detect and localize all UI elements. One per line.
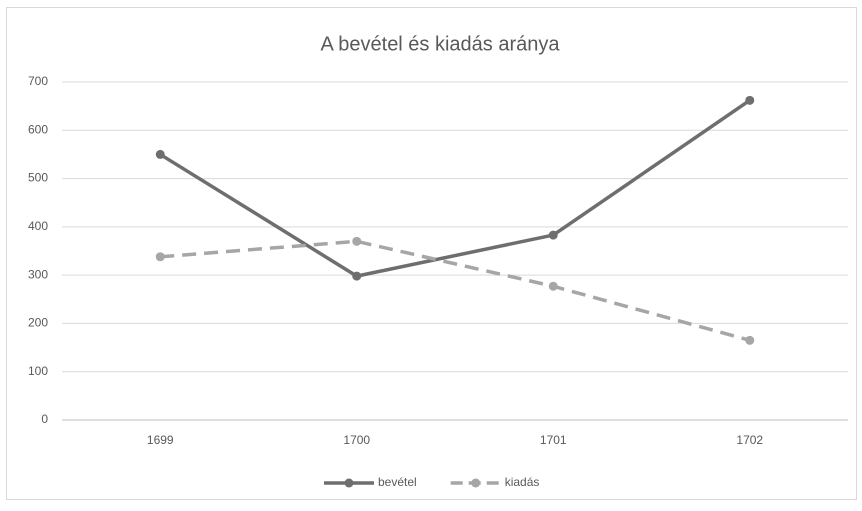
y-tick-label: 400 [28,219,48,233]
x-tick-label: 1702 [736,433,763,447]
point [155,252,165,262]
point [352,236,362,246]
y-tick-label: 100 [28,364,48,378]
legend-label: kiadás [505,475,540,489]
y-tick-label: 300 [28,267,48,281]
series-line [159,98,751,278]
y-tick-label: 200 [28,316,48,330]
point [548,230,558,240]
point [548,281,558,291]
y-tick-label: 500 [28,171,48,185]
legend-marker [471,478,481,488]
y-tick-label: 0 [41,412,48,426]
series-line [160,239,751,343]
point [352,271,362,281]
point [155,149,165,159]
y-tick-label: 600 [28,122,48,136]
point [745,95,755,105]
legend-marker [344,478,354,488]
legend-label: bevétel [378,475,417,489]
y-tick-label: 700 [28,74,48,88]
x-tick-label: 1700 [343,433,370,447]
point [745,335,755,345]
x-tick-label: 1701 [540,433,567,447]
chart-title: A bevétel és kiadás aránya [320,33,560,55]
x-tick-label: 1699 [147,433,174,447]
chart-border [6,7,857,500]
